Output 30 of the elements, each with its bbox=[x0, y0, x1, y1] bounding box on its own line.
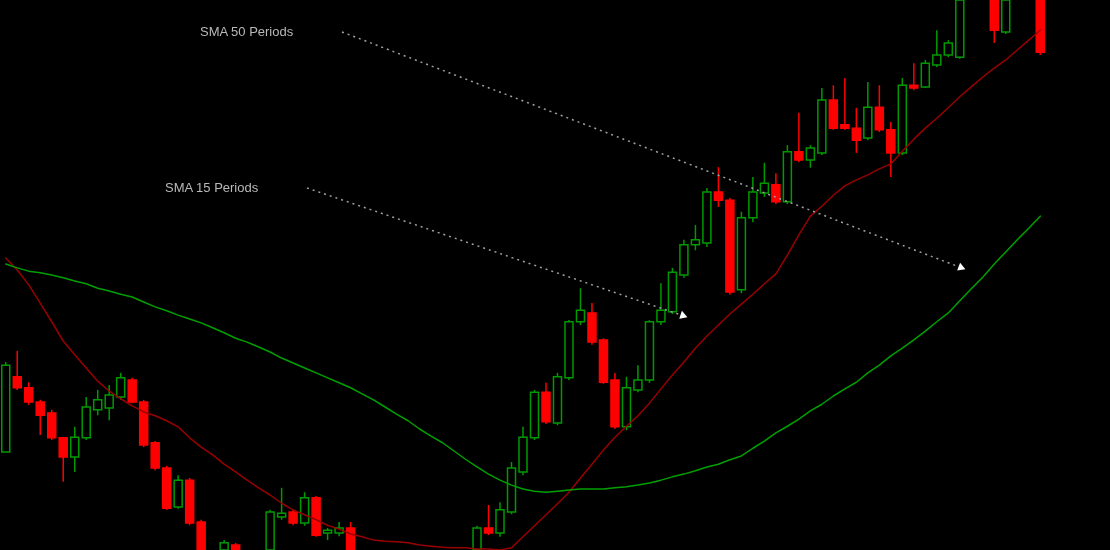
candlestick bbox=[633, 364, 643, 393]
candlestick bbox=[713, 166, 724, 208]
candlestick bbox=[794, 112, 804, 163]
candlestick bbox=[23, 381, 34, 406]
candlestick bbox=[12, 350, 22, 391]
candlestick bbox=[920, 59, 931, 89]
candlestick bbox=[104, 384, 114, 421]
candlestick bbox=[575, 287, 586, 326]
candlestick bbox=[851, 107, 862, 154]
candlestick bbox=[771, 172, 781, 205]
candlestick bbox=[276, 487, 287, 521]
candlestick bbox=[115, 372, 126, 401]
candlestick bbox=[690, 224, 701, 251]
candlestick bbox=[805, 144, 816, 169]
candlestick bbox=[69, 426, 80, 473]
candlestick bbox=[840, 77, 850, 131]
candlestick bbox=[92, 389, 103, 416]
candlestick bbox=[909, 62, 919, 91]
candlestick bbox=[932, 29, 942, 68]
candlestick bbox=[127, 377, 137, 404]
candlestick bbox=[58, 436, 68, 483]
candlestick bbox=[874, 84, 885, 133]
candlestick bbox=[483, 504, 494, 536]
annotation: SMA 15 Periods bbox=[165, 180, 259, 195]
candlestick bbox=[656, 282, 666, 326]
candlestick bbox=[495, 501, 505, 538]
candlestick bbox=[759, 162, 770, 198]
candlestick bbox=[35, 399, 45, 436]
candlestick bbox=[886, 121, 896, 178]
annotation: SMA 50 Periods bbox=[200, 24, 294, 39]
